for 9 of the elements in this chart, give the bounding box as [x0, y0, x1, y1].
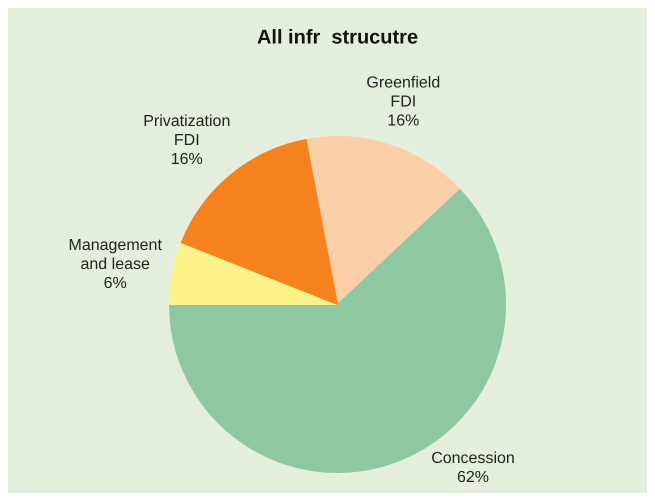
slice-label: Concession — [431, 450, 515, 467]
slice-label: Privatization FDI — [143, 112, 230, 149]
slice-label: Greenfield FDI — [366, 74, 440, 110]
data-label: 16% — [170, 150, 203, 168]
chart-title: All infr strucutre — [256, 26, 418, 49]
data-label: 62% — [456, 468, 490, 486]
slice-label: Management and lease — [68, 236, 162, 273]
data-label: 16% — [387, 112, 420, 130]
data-label: 6% — [104, 274, 127, 292]
